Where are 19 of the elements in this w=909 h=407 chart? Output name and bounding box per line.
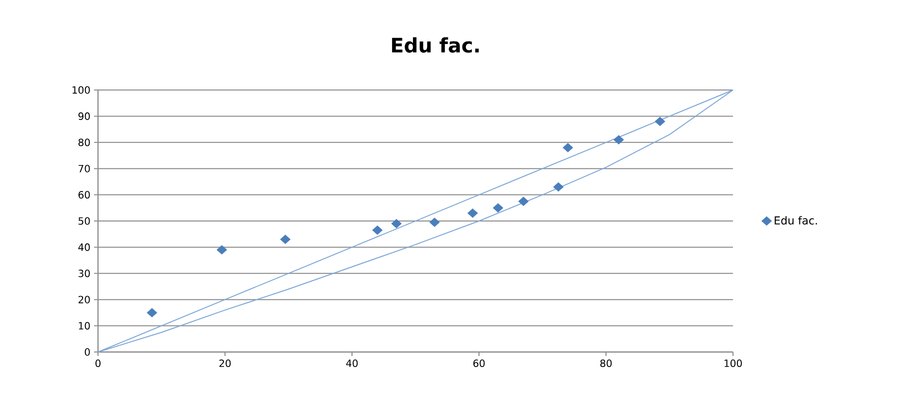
y-tick-label: 90 — [78, 112, 90, 120]
y-tick-label: 30 — [78, 270, 90, 278]
y-tick-label: 60 — [78, 191, 90, 199]
x-tick-label: 40 — [346, 359, 358, 368]
y-tick-label: 70 — [78, 164, 90, 172]
y-tick-label: 50 — [78, 217, 90, 225]
x-tick-label: 0 — [95, 359, 101, 368]
x-tick-label: 60 — [473, 359, 485, 368]
y-tick-label: 40 — [78, 243, 90, 251]
legend-label: Edu fac. — [774, 216, 817, 225]
x-tick-label: 100 — [724, 359, 742, 368]
y-tick-label: 10 — [78, 322, 90, 330]
y-tick-label: 100 — [72, 86, 90, 94]
chart-title: Edu fac. — [392, 37, 479, 53]
y-tick-label: 20 — [78, 296, 90, 304]
x-tick-label: 80 — [600, 359, 612, 368]
y-tick-label: 0 — [84, 348, 90, 356]
x-tick-label: 20 — [219, 359, 231, 368]
y-tick-label: 80 — [78, 138, 90, 146]
